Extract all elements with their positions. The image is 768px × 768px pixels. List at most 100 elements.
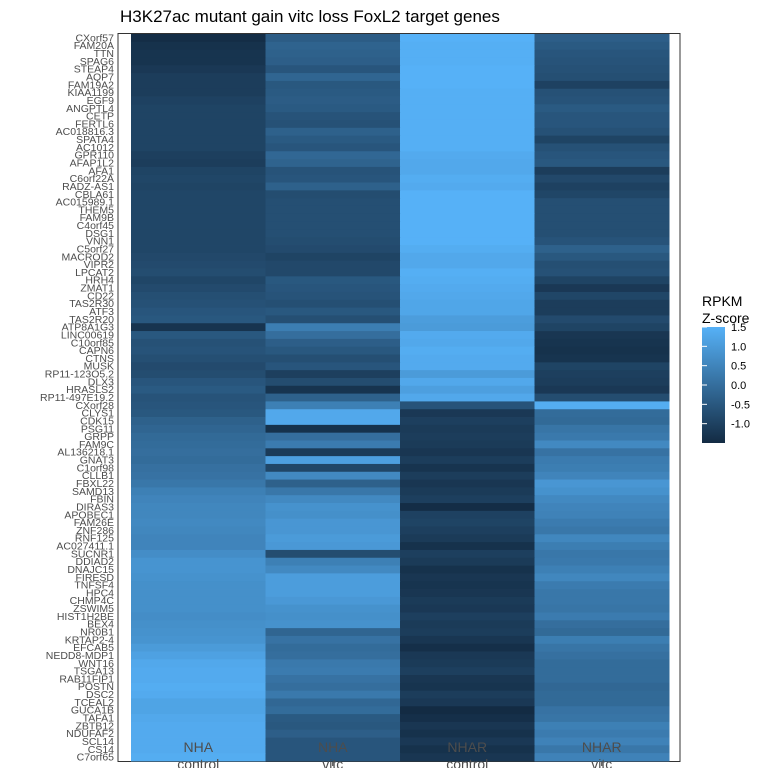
heatmap-cell	[131, 346, 266, 355]
heatmap-cell	[131, 698, 266, 707]
heatmap-cell	[131, 65, 266, 74]
heatmap-cell	[400, 589, 535, 598]
heatmap-cell	[131, 432, 266, 441]
heatmap-cell	[400, 80, 535, 90]
heatmap-cell	[265, 706, 401, 715]
row-label: EFCAB5	[73, 642, 114, 654]
heatmap-cell	[265, 96, 401, 105]
row-label: CXorf57	[75, 32, 114, 44]
heatmap-cell	[400, 581, 535, 590]
heatmap-cell	[400, 495, 535, 504]
heatmap-cell	[131, 440, 266, 449]
heatmap-cell	[534, 299, 670, 309]
heatmap-cell	[400, 338, 535, 348]
heatmap-cell	[534, 198, 670, 207]
row-label: VNN1	[86, 236, 114, 248]
heatmap-cell	[265, 440, 401, 449]
heatmap-cell	[534, 96, 670, 105]
heatmap-cell	[534, 424, 670, 434]
heatmap-cell	[265, 362, 401, 371]
heatmap-cell	[534, 542, 670, 551]
heatmap-cell	[400, 362, 535, 371]
row-label: WNT16	[78, 658, 114, 670]
heatmap-cell	[265, 307, 401, 316]
heatmap-cell	[265, 604, 401, 613]
heatmap-cell	[265, 737, 401, 746]
heatmap-cell	[265, 276, 401, 285]
row-label: LPCAT2	[75, 267, 114, 279]
heatmap-cell	[534, 729, 670, 738]
heatmap-cell	[265, 456, 401, 465]
heatmap-cell	[534, 268, 670, 277]
heatmap-cell	[131, 159, 266, 168]
column-label: NHAR	[582, 739, 622, 755]
legend-title-line1: RPKM	[702, 293, 742, 309]
heatmap-cell	[131, 190, 266, 199]
heatmap-cell	[534, 690, 670, 699]
heatmap-cell	[265, 104, 401, 113]
row-label: EGF9	[87, 95, 115, 107]
heatmap-cell	[265, 49, 401, 58]
heatmap-cell	[131, 276, 266, 285]
heatmap-cell	[400, 518, 535, 527]
heatmap-cell	[400, 573, 535, 582]
heatmap-cell	[534, 409, 670, 418]
heatmap-cell	[534, 667, 670, 676]
heatmap-cell	[131, 721, 266, 731]
legend-tick-label: -1.0	[731, 419, 750, 431]
row-label: HIST1H2BE	[57, 611, 114, 623]
heatmap-cell	[400, 237, 535, 246]
heatmap-cell	[265, 753, 401, 762]
heatmap-cell	[400, 354, 535, 363]
heatmap-cell	[534, 471, 670, 480]
heatmap-cell	[265, 745, 401, 754]
heatmap-cell	[534, 448, 670, 457]
heatmap-cell	[534, 88, 670, 97]
heatmap-cell	[400, 503, 535, 512]
heatmap-cell	[400, 127, 535, 137]
heatmap-cell	[265, 159, 401, 168]
heatmap-cell	[400, 721, 535, 731]
row-label: HRASLS2	[66, 384, 114, 396]
row-label: FAM26E	[74, 517, 114, 529]
row-label: C6orf22A	[70, 173, 114, 185]
row-label: FIRESD	[75, 572, 114, 584]
row-label: DLX3	[88, 376, 114, 388]
heatmap-cell	[400, 682, 535, 692]
row-label: RAB11FIP1	[59, 673, 114, 685]
heatmap-cell	[400, 651, 535, 660]
heatmap-cell	[131, 112, 266, 121]
legend-tick-label: -0.5	[731, 399, 750, 411]
row-label: AC027411.1	[56, 541, 114, 553]
legend-tick-label: 1.0	[731, 341, 746, 353]
row-label: TNFSF4	[74, 580, 114, 592]
heatmap-cell	[131, 338, 266, 348]
heatmap-cell	[265, 260, 401, 269]
column-label: NHAR	[447, 739, 487, 755]
row-label: KRTAP2-4	[65, 634, 114, 646]
heatmap-cell	[131, 377, 266, 387]
heatmap-cell	[400, 698, 535, 707]
heatmap-cell	[265, 268, 401, 277]
row-label: FAM19A2	[68, 79, 114, 91]
heatmap-cell	[534, 745, 670, 754]
heatmap-cell	[131, 448, 266, 457]
row-label: CAPN6	[79, 345, 114, 357]
heatmap-cell	[534, 526, 670, 535]
heatmap-cell	[400, 753, 535, 762]
row-label: GUCA1B	[71, 705, 114, 717]
heatmap-cell	[131, 34, 266, 43]
heatmap-cell	[265, 237, 401, 246]
heatmap-cell	[265, 596, 401, 606]
row-label: ZNF286	[76, 525, 114, 537]
heatmap-cell	[131, 596, 266, 606]
heatmap-cell	[265, 143, 401, 152]
heatmap-cell	[400, 315, 535, 324]
heatmap-cell	[534, 440, 670, 449]
heatmap-cell	[131, 307, 266, 316]
heatmap-cell	[131, 96, 266, 105]
heatmap-cell	[265, 463, 401, 473]
heatmap-cell	[265, 487, 401, 496]
heatmap-cell	[265, 354, 401, 363]
row-label: AFAP1L2	[70, 157, 115, 169]
